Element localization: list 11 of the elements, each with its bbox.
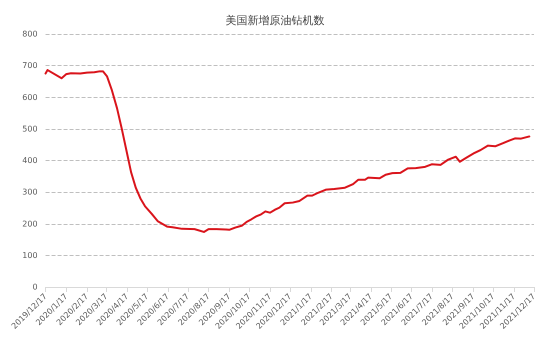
y-tick-label: 500 [22, 124, 38, 134]
y-tick-label: 300 [22, 188, 38, 197]
y-tick-label: 600 [22, 92, 38, 102]
y-tick-label: 800 [22, 30, 38, 38]
chart-title: 美国新增原油钻机数 [226, 14, 324, 27]
y-tick-label: 700 [22, 61, 38, 70]
y-tick-label: 200 [22, 219, 38, 228]
line-series [44, 69, 530, 233]
y-tick-label: 100 [22, 250, 38, 260]
y-tick-label: 0 [32, 282, 38, 292]
y-tick-label: 400 [22, 156, 38, 165]
